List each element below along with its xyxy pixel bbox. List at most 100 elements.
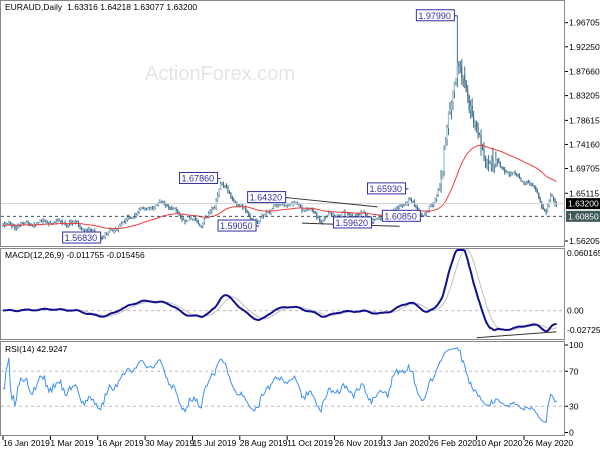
candle-body [301,207,303,211]
candle-body [409,198,411,201]
candle-body [484,155,487,162]
candle-body [191,219,194,221]
candle-body [248,212,250,216]
candle-body [453,81,455,92]
candle-body [88,228,90,231]
candle-body [373,220,376,221]
candle-body [276,204,278,206]
annotation-box [217,219,257,232]
candle-body [462,75,464,79]
candle-body [52,221,54,225]
candle-body [280,203,282,206]
price-tick-label: 1.96705 [569,18,600,28]
candle-body [415,205,417,207]
candle-body [295,202,297,204]
price-tick-label: 1.92250 [569,42,600,52]
date-tick-label: 10 Apr 2020 [477,438,523,448]
price-tick-label: 1.69705 [569,164,600,174]
candle-body [259,216,262,222]
candle-body [439,183,441,190]
candle-body [151,208,154,209]
candle-body [61,219,63,224]
date-tick-label: 15 Jul 2019 [192,438,236,448]
candle-body [530,183,532,185]
candle-body [547,204,549,213]
candle-body [319,218,321,222]
candle-body [60,219,62,222]
candle-body [320,221,322,224]
price-tick-label: 1.74160 [569,139,600,149]
candle-body [298,204,300,206]
candle-body [514,171,516,176]
candle-body [76,221,78,223]
candle-body [274,204,276,207]
candle-body [476,121,478,128]
rsi-series [1,347,565,424]
candle-body [218,189,220,195]
candle-body [311,209,313,211]
candle-body [14,226,16,229]
candle-body [264,214,266,217]
candle-body [89,228,91,230]
candle-body [67,223,69,226]
trendline [287,197,378,208]
candle-body [175,208,177,211]
candle-body [328,213,330,217]
rsi-tick-label: 70 [569,366,579,376]
candle-body [539,198,541,202]
candle-body [251,218,253,220]
candle-body [185,221,188,223]
candle-body [533,185,535,187]
candle-body [74,221,77,223]
candle-body [347,212,349,215]
candle-body [277,204,279,206]
current-price-badge: 1.63200 [568,199,599,209]
candle-body [144,207,146,209]
candle-body [304,210,306,212]
price-tick-label: 1.87660 [569,67,600,77]
support-price-badge-bg [566,210,600,222]
candle-body [21,222,23,224]
candle-body [129,217,131,219]
candle-body [86,229,88,231]
candle-body [473,116,475,124]
candle-body [219,183,222,190]
candle-body [140,207,142,210]
macd-tick-label: -0.02725 [567,325,600,335]
candle-body [114,228,117,232]
candle-body [262,215,265,217]
macd-tick-label: 0.00 [567,306,584,316]
candle-body [305,209,307,212]
candle-body [526,181,528,183]
candle-body [425,212,427,215]
candle-body [208,213,210,217]
candle-body [376,218,379,220]
candle-body [230,193,232,197]
rsi-tick-label: 30 [569,401,579,411]
macd-panel [0,248,565,340]
candle-body [428,205,430,211]
candle-body [91,229,93,231]
candle-body [396,206,398,209]
candle-body [110,228,112,230]
macd-title: MACD(12,26,9) -0.011755 -0.015456 [5,250,145,260]
date-tick-label: 1 Mar 2019 [50,438,93,448]
candle-body [227,187,229,192]
candle-body [536,190,538,193]
candle-body [341,212,343,216]
candle-body [111,229,114,232]
date-tick-label: 26 Feb 2020 [429,438,477,448]
candle-body [412,200,414,202]
candle-body [313,210,315,212]
axes: 1.96705 1.92250 1.87660 1.83205 1.78615 1.741… [2,18,600,448]
candle-body [495,158,497,164]
candle-body [236,202,238,206]
candle-body [283,204,285,206]
candle-body [122,221,124,224]
annotation-box [381,209,421,222]
candle-body [402,204,404,206]
annotation-box [415,9,455,22]
candle-body [141,207,143,208]
candle-body [394,208,396,211]
candle-body [116,228,118,230]
